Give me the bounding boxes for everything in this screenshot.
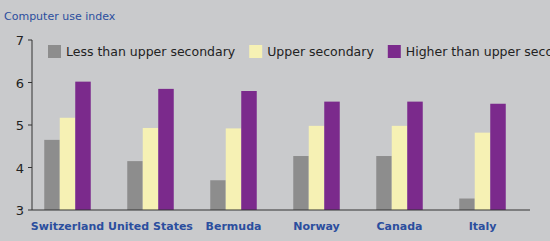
bar xyxy=(293,156,309,210)
bar xyxy=(376,156,392,210)
x-tick-label: Norway xyxy=(293,220,340,233)
x-tick-label: Bermuda xyxy=(206,220,262,233)
legend-label: Less than upper secondary xyxy=(66,44,236,59)
bar xyxy=(490,104,506,210)
bar xyxy=(392,126,408,210)
bar xyxy=(459,199,475,210)
y-axis xyxy=(32,40,33,210)
y-tick-label: 6 xyxy=(16,76,24,91)
legend-swatch xyxy=(388,45,401,58)
x-tick-label: Italy xyxy=(469,220,497,233)
y-tick-label: 4 xyxy=(16,161,24,176)
bar xyxy=(324,102,340,210)
y-tick-label: 3 xyxy=(16,203,24,218)
y-tick xyxy=(28,210,32,211)
legend-swatch xyxy=(249,45,262,58)
bar xyxy=(475,133,491,210)
bar xyxy=(210,180,226,210)
background xyxy=(0,0,550,241)
legend-label: Higher than upper secondary xyxy=(406,44,550,59)
y-tick-label: 5 xyxy=(16,118,24,133)
bar xyxy=(143,128,159,210)
bar xyxy=(127,161,143,210)
legend-label: Upper secondary xyxy=(267,44,374,59)
y-axis-label: Computer use index xyxy=(4,10,116,23)
x-tick-label: Switzerland xyxy=(31,220,104,233)
y-tick xyxy=(28,125,32,126)
y-tick-label: 7 xyxy=(16,33,24,48)
bar xyxy=(241,91,257,210)
y-tick xyxy=(28,167,32,168)
legend-swatch xyxy=(48,45,61,58)
bar xyxy=(44,140,60,210)
bar xyxy=(407,102,423,210)
y-tick xyxy=(28,40,32,41)
bar xyxy=(309,126,325,210)
bar xyxy=(226,128,242,210)
chart-svg: Computer use index 3 4 5 6 7 Switzerland United… xyxy=(0,0,550,241)
bar xyxy=(158,89,174,210)
chart-container: Computer use index 3 4 5 6 7 Switzerland United… xyxy=(0,0,550,241)
legend: Less than upper secondary Upper secondary… xyxy=(48,44,550,59)
bar xyxy=(75,82,91,210)
y-tick xyxy=(28,82,32,83)
x-tick-label: Canada xyxy=(376,220,422,233)
bar xyxy=(60,118,76,210)
bars xyxy=(44,82,506,210)
x-tick-label: United States xyxy=(108,220,193,233)
x-axis xyxy=(32,210,530,211)
